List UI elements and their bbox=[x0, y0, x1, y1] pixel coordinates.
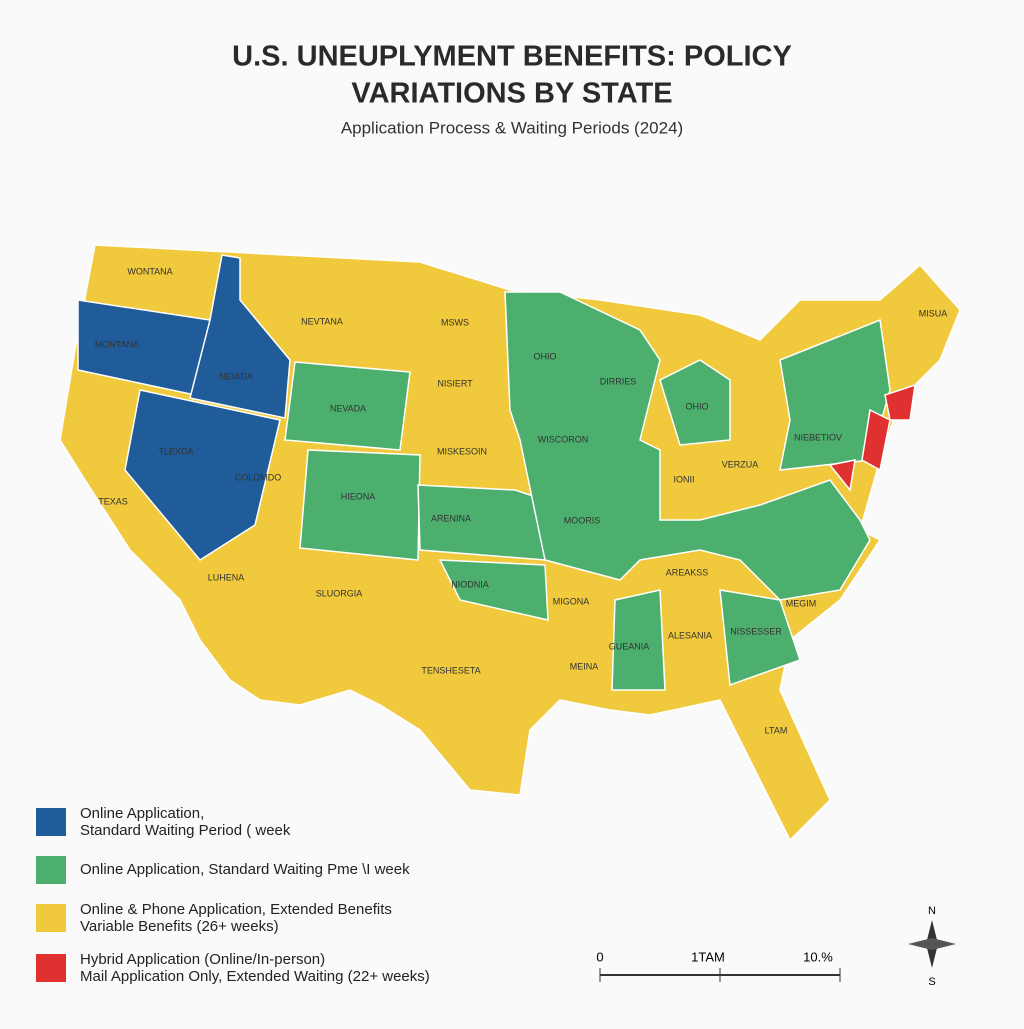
legend-text: Standard Waiting Period ( week bbox=[80, 822, 291, 839]
legend-swatch bbox=[36, 904, 66, 932]
state-label: ARENINA bbox=[431, 513, 471, 523]
state-label: MISKESOIN bbox=[437, 446, 487, 456]
state-label: OHIO bbox=[533, 351, 556, 361]
state bbox=[438, 559, 549, 621]
state-label: OHIO bbox=[685, 401, 708, 411]
scale-label: 10.% bbox=[803, 949, 833, 964]
scale-label: 0 bbox=[596, 949, 603, 964]
legend-text: Hybrid Application (Online/In-person) bbox=[80, 951, 325, 968]
state-label: COLOMDO bbox=[235, 472, 282, 482]
state bbox=[828, 459, 856, 492]
state-label: NISSESSER bbox=[730, 626, 782, 636]
state-label: WISCORON bbox=[538, 434, 589, 444]
state bbox=[189, 254, 291, 419]
subtitle: Application Process & Waiting Periods (2… bbox=[341, 118, 683, 137]
legend-text: Online Application, Standard Waiting Pme… bbox=[80, 861, 410, 878]
legend-swatch bbox=[36, 808, 66, 836]
state-label: MSWS bbox=[441, 317, 469, 327]
scale-label: 1TAM bbox=[691, 949, 725, 964]
state-label: AREAKSS bbox=[666, 567, 709, 577]
legend-swatch bbox=[36, 856, 66, 884]
state-label: IONII bbox=[673, 474, 694, 484]
state-label: NISIERT bbox=[437, 378, 473, 388]
state-label: MOORIS bbox=[564, 515, 601, 525]
state-label: TEXAS bbox=[98, 496, 128, 506]
legend-text: Online Application, bbox=[80, 805, 204, 822]
state-label: LTAM bbox=[765, 725, 788, 735]
state-label: VERZUA bbox=[722, 459, 759, 469]
state bbox=[659, 359, 731, 446]
state-label: TLEXDA bbox=[158, 446, 193, 456]
title: U.S. UNEUPLYMENT BENEFITS: POLICY bbox=[232, 41, 792, 73]
state-label: MIGONA bbox=[553, 596, 590, 606]
state-label: MONTANA bbox=[95, 339, 139, 349]
state bbox=[124, 389, 281, 561]
state-label: LUHENA bbox=[208, 572, 245, 582]
map-labels: WONTANA MONTANA NEVTANA MSWS NEIADA NEVADA NIS… bbox=[95, 266, 947, 735]
state-label: MEINA bbox=[570, 661, 599, 671]
legend: Online Application,Standard Waiting Peri… bbox=[36, 805, 430, 985]
state-label: GUEANIA bbox=[609, 641, 650, 651]
legend-text: Online & Phone Application, Extended Ben… bbox=[80, 901, 392, 918]
legend-text: Mail Application Only, Extended Waiting … bbox=[80, 968, 430, 985]
state-label: TENSHESETA bbox=[421, 665, 480, 675]
compass-needle bbox=[908, 938, 956, 950]
compass-n: N bbox=[928, 905, 936, 917]
scale-bar: 0 1TAM 10.% bbox=[596, 949, 841, 982]
state-label: WONTANA bbox=[127, 266, 172, 276]
state bbox=[611, 589, 666, 691]
compass: N S bbox=[908, 905, 956, 988]
state-label: NEVADA bbox=[330, 403, 366, 413]
state bbox=[284, 361, 411, 451]
state-label: NEVTANA bbox=[301, 316, 343, 326]
title: VARIATIONS BY STATE bbox=[351, 78, 672, 110]
state-label: NIEBETIOV bbox=[794, 432, 842, 442]
state bbox=[299, 449, 421, 561]
state-label: NEIADA bbox=[219, 371, 253, 381]
state bbox=[861, 408, 891, 472]
legend-text: Variable Benefits (26+ weeks) bbox=[80, 918, 279, 935]
state-label: ALESANIA bbox=[668, 630, 712, 640]
state bbox=[504, 291, 871, 601]
state bbox=[884, 383, 916, 421]
state-label: NIODNIA bbox=[451, 579, 489, 589]
state-label: MISUA bbox=[919, 308, 948, 318]
state bbox=[719, 589, 801, 687]
legend-swatch bbox=[36, 954, 66, 982]
state-label: HIEONA bbox=[341, 491, 376, 501]
state-label: MEGIM bbox=[786, 598, 817, 608]
state-label: DIRRIES bbox=[600, 376, 637, 386]
state-label: SLUORGIA bbox=[316, 588, 363, 598]
compass-s: S bbox=[928, 976, 935, 988]
map bbox=[59, 244, 961, 842]
